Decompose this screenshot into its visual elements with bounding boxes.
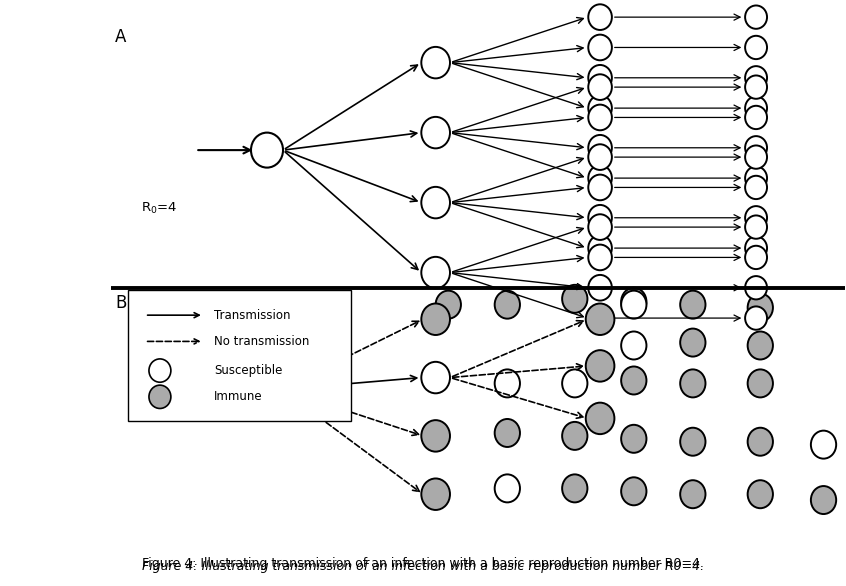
Ellipse shape <box>745 97 767 120</box>
Ellipse shape <box>421 304 450 335</box>
Ellipse shape <box>421 47 450 79</box>
Ellipse shape <box>562 422 587 450</box>
Ellipse shape <box>745 36 767 59</box>
Text: Figure 4: Illustrating transmission of an infection with a basic reproduction nu: Figure 4: Illustrating transmission of a… <box>142 557 704 570</box>
Ellipse shape <box>745 306 767 330</box>
Ellipse shape <box>149 359 171 382</box>
Ellipse shape <box>745 145 767 169</box>
Ellipse shape <box>745 76 767 99</box>
Ellipse shape <box>680 480 706 508</box>
Ellipse shape <box>745 246 767 269</box>
Text: No transmission: No transmission <box>214 335 310 348</box>
Ellipse shape <box>421 478 450 510</box>
Ellipse shape <box>588 214 612 240</box>
Ellipse shape <box>251 132 283 168</box>
Ellipse shape <box>680 329 706 356</box>
Ellipse shape <box>562 285 587 313</box>
Text: Susceptible: Susceptible <box>214 364 283 377</box>
Ellipse shape <box>421 187 450 219</box>
Ellipse shape <box>748 369 773 397</box>
Ellipse shape <box>748 332 773 359</box>
Ellipse shape <box>495 291 520 319</box>
Ellipse shape <box>621 366 646 394</box>
Ellipse shape <box>745 216 767 239</box>
Ellipse shape <box>621 425 646 453</box>
Ellipse shape <box>421 362 450 393</box>
Ellipse shape <box>680 369 706 397</box>
Ellipse shape <box>748 480 773 508</box>
Ellipse shape <box>421 420 450 452</box>
Ellipse shape <box>421 117 450 148</box>
Ellipse shape <box>810 431 836 459</box>
Ellipse shape <box>745 166 767 190</box>
Ellipse shape <box>621 288 646 316</box>
Ellipse shape <box>588 305 612 331</box>
FancyBboxPatch shape <box>128 290 351 421</box>
Ellipse shape <box>585 403 614 434</box>
Ellipse shape <box>562 475 587 502</box>
Ellipse shape <box>588 96 612 121</box>
Ellipse shape <box>810 486 836 514</box>
Ellipse shape <box>745 206 767 230</box>
Ellipse shape <box>680 291 706 319</box>
Text: Transmission: Transmission <box>214 309 290 322</box>
Text: B: B <box>115 294 127 312</box>
Ellipse shape <box>745 136 767 159</box>
Ellipse shape <box>588 244 612 270</box>
Ellipse shape <box>251 372 283 407</box>
Ellipse shape <box>745 66 767 90</box>
Ellipse shape <box>495 419 520 447</box>
Ellipse shape <box>588 35 612 60</box>
Ellipse shape <box>745 5 767 29</box>
Ellipse shape <box>588 74 612 100</box>
Ellipse shape <box>621 291 646 319</box>
Ellipse shape <box>585 350 614 381</box>
Ellipse shape <box>495 475 520 502</box>
Text: R$_0$=4: R$_0$=4 <box>140 201 177 216</box>
Ellipse shape <box>621 332 646 359</box>
Ellipse shape <box>149 385 171 408</box>
Ellipse shape <box>748 294 773 322</box>
Ellipse shape <box>588 275 612 301</box>
Ellipse shape <box>680 428 706 456</box>
Ellipse shape <box>588 135 612 161</box>
Ellipse shape <box>748 428 773 456</box>
Ellipse shape <box>588 105 612 130</box>
Ellipse shape <box>745 176 767 199</box>
Ellipse shape <box>588 65 612 91</box>
Ellipse shape <box>745 106 767 129</box>
Ellipse shape <box>588 175 612 200</box>
Ellipse shape <box>436 291 461 319</box>
Text: Figure 4: Illustrating transmission of an infection with a basic reproduction nu: Figure 4: Illustrating transmission of a… <box>142 560 704 573</box>
Ellipse shape <box>588 235 612 261</box>
Ellipse shape <box>588 144 612 170</box>
Text: Immune: Immune <box>214 390 262 403</box>
Ellipse shape <box>585 304 614 335</box>
Ellipse shape <box>588 165 612 191</box>
Ellipse shape <box>495 369 520 397</box>
Ellipse shape <box>421 257 450 288</box>
Ellipse shape <box>745 236 767 260</box>
Ellipse shape <box>621 478 646 505</box>
Ellipse shape <box>588 205 612 231</box>
Ellipse shape <box>562 369 587 397</box>
Ellipse shape <box>745 276 767 299</box>
Ellipse shape <box>588 4 612 30</box>
Text: A: A <box>115 28 127 46</box>
